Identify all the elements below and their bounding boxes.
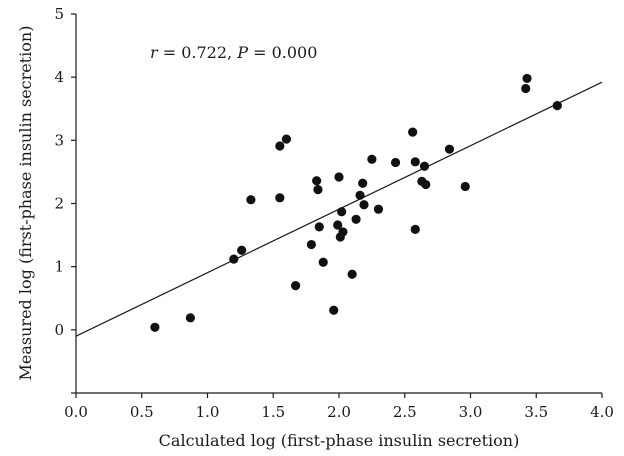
x-tick-label: 2.0 (327, 403, 351, 421)
x-tick-label: 0.0 (64, 403, 88, 421)
data-point (150, 322, 160, 332)
data-point (359, 200, 369, 210)
data-point (334, 172, 344, 182)
data-point (367, 154, 377, 164)
data-point (338, 227, 348, 237)
data-point (337, 207, 347, 217)
r-value: = 0.722, (158, 43, 238, 62)
p-symbol: P (236, 43, 248, 62)
data-points (150, 73, 562, 332)
x-tick-label: 3.5 (524, 403, 548, 421)
y-tick-label: 5 (54, 5, 64, 23)
y-tick-label: 3 (54, 131, 64, 149)
data-point (521, 83, 531, 94)
data-point (185, 313, 196, 323)
data-point (358, 178, 368, 188)
data-point (237, 245, 247, 255)
p-value: = 0.000 (248, 43, 317, 62)
data-point (522, 73, 532, 84)
data-point (314, 222, 324, 232)
x-tick-label: 2.5 (393, 403, 417, 421)
x-axis-title: Calculated log (first-phase insulin secr… (159, 431, 520, 450)
data-point (351, 214, 361, 224)
data-point (318, 257, 328, 267)
r-symbol: r (150, 43, 159, 62)
data-point (419, 161, 430, 171)
y-tick-label: 1 (54, 258, 64, 276)
data-point (390, 157, 401, 168)
data-point (355, 190, 365, 200)
x-tick-label: 0.5 (130, 403, 154, 421)
y-tick-label: 4 (54, 68, 64, 86)
x-tick-label: 1.0 (196, 403, 220, 421)
data-point (229, 254, 239, 264)
data-point (312, 176, 322, 186)
data-point (281, 134, 291, 144)
data-point (306, 239, 316, 250)
data-point (313, 185, 323, 195)
data-point (410, 224, 420, 234)
y-axis-title: Measured log (first-phase insulin secret… (16, 26, 35, 381)
data-point (552, 100, 562, 111)
x-tick-label: 3.0 (459, 403, 483, 421)
data-point (275, 193, 285, 203)
data-point (329, 305, 339, 315)
data-point (421, 179, 431, 190)
data-point (246, 195, 256, 205)
axes (75, 14, 602, 394)
x-ticks: 0.0 0.5 1.0 1.5 2.0 2.5 3.0 3.5 4.0 (64, 393, 614, 421)
y-tick-label: 0 (54, 321, 64, 339)
data-point (291, 281, 301, 291)
y-ticks: 0 1 2 3 4 5 (54, 5, 76, 394)
data-point (275, 141, 285, 151)
data-point (408, 127, 418, 137)
x-tick-label: 1.5 (261, 403, 285, 421)
data-point (373, 204, 384, 214)
data-point (444, 144, 455, 154)
data-point (410, 157, 420, 167)
y-tick-label: 2 (54, 195, 64, 213)
annotation-text: r = 0.722, P = 0.000 (150, 43, 317, 62)
data-point (460, 181, 470, 192)
data-point (333, 220, 343, 230)
data-point (347, 269, 357, 279)
x-tick-label: 4.0 (590, 403, 614, 421)
